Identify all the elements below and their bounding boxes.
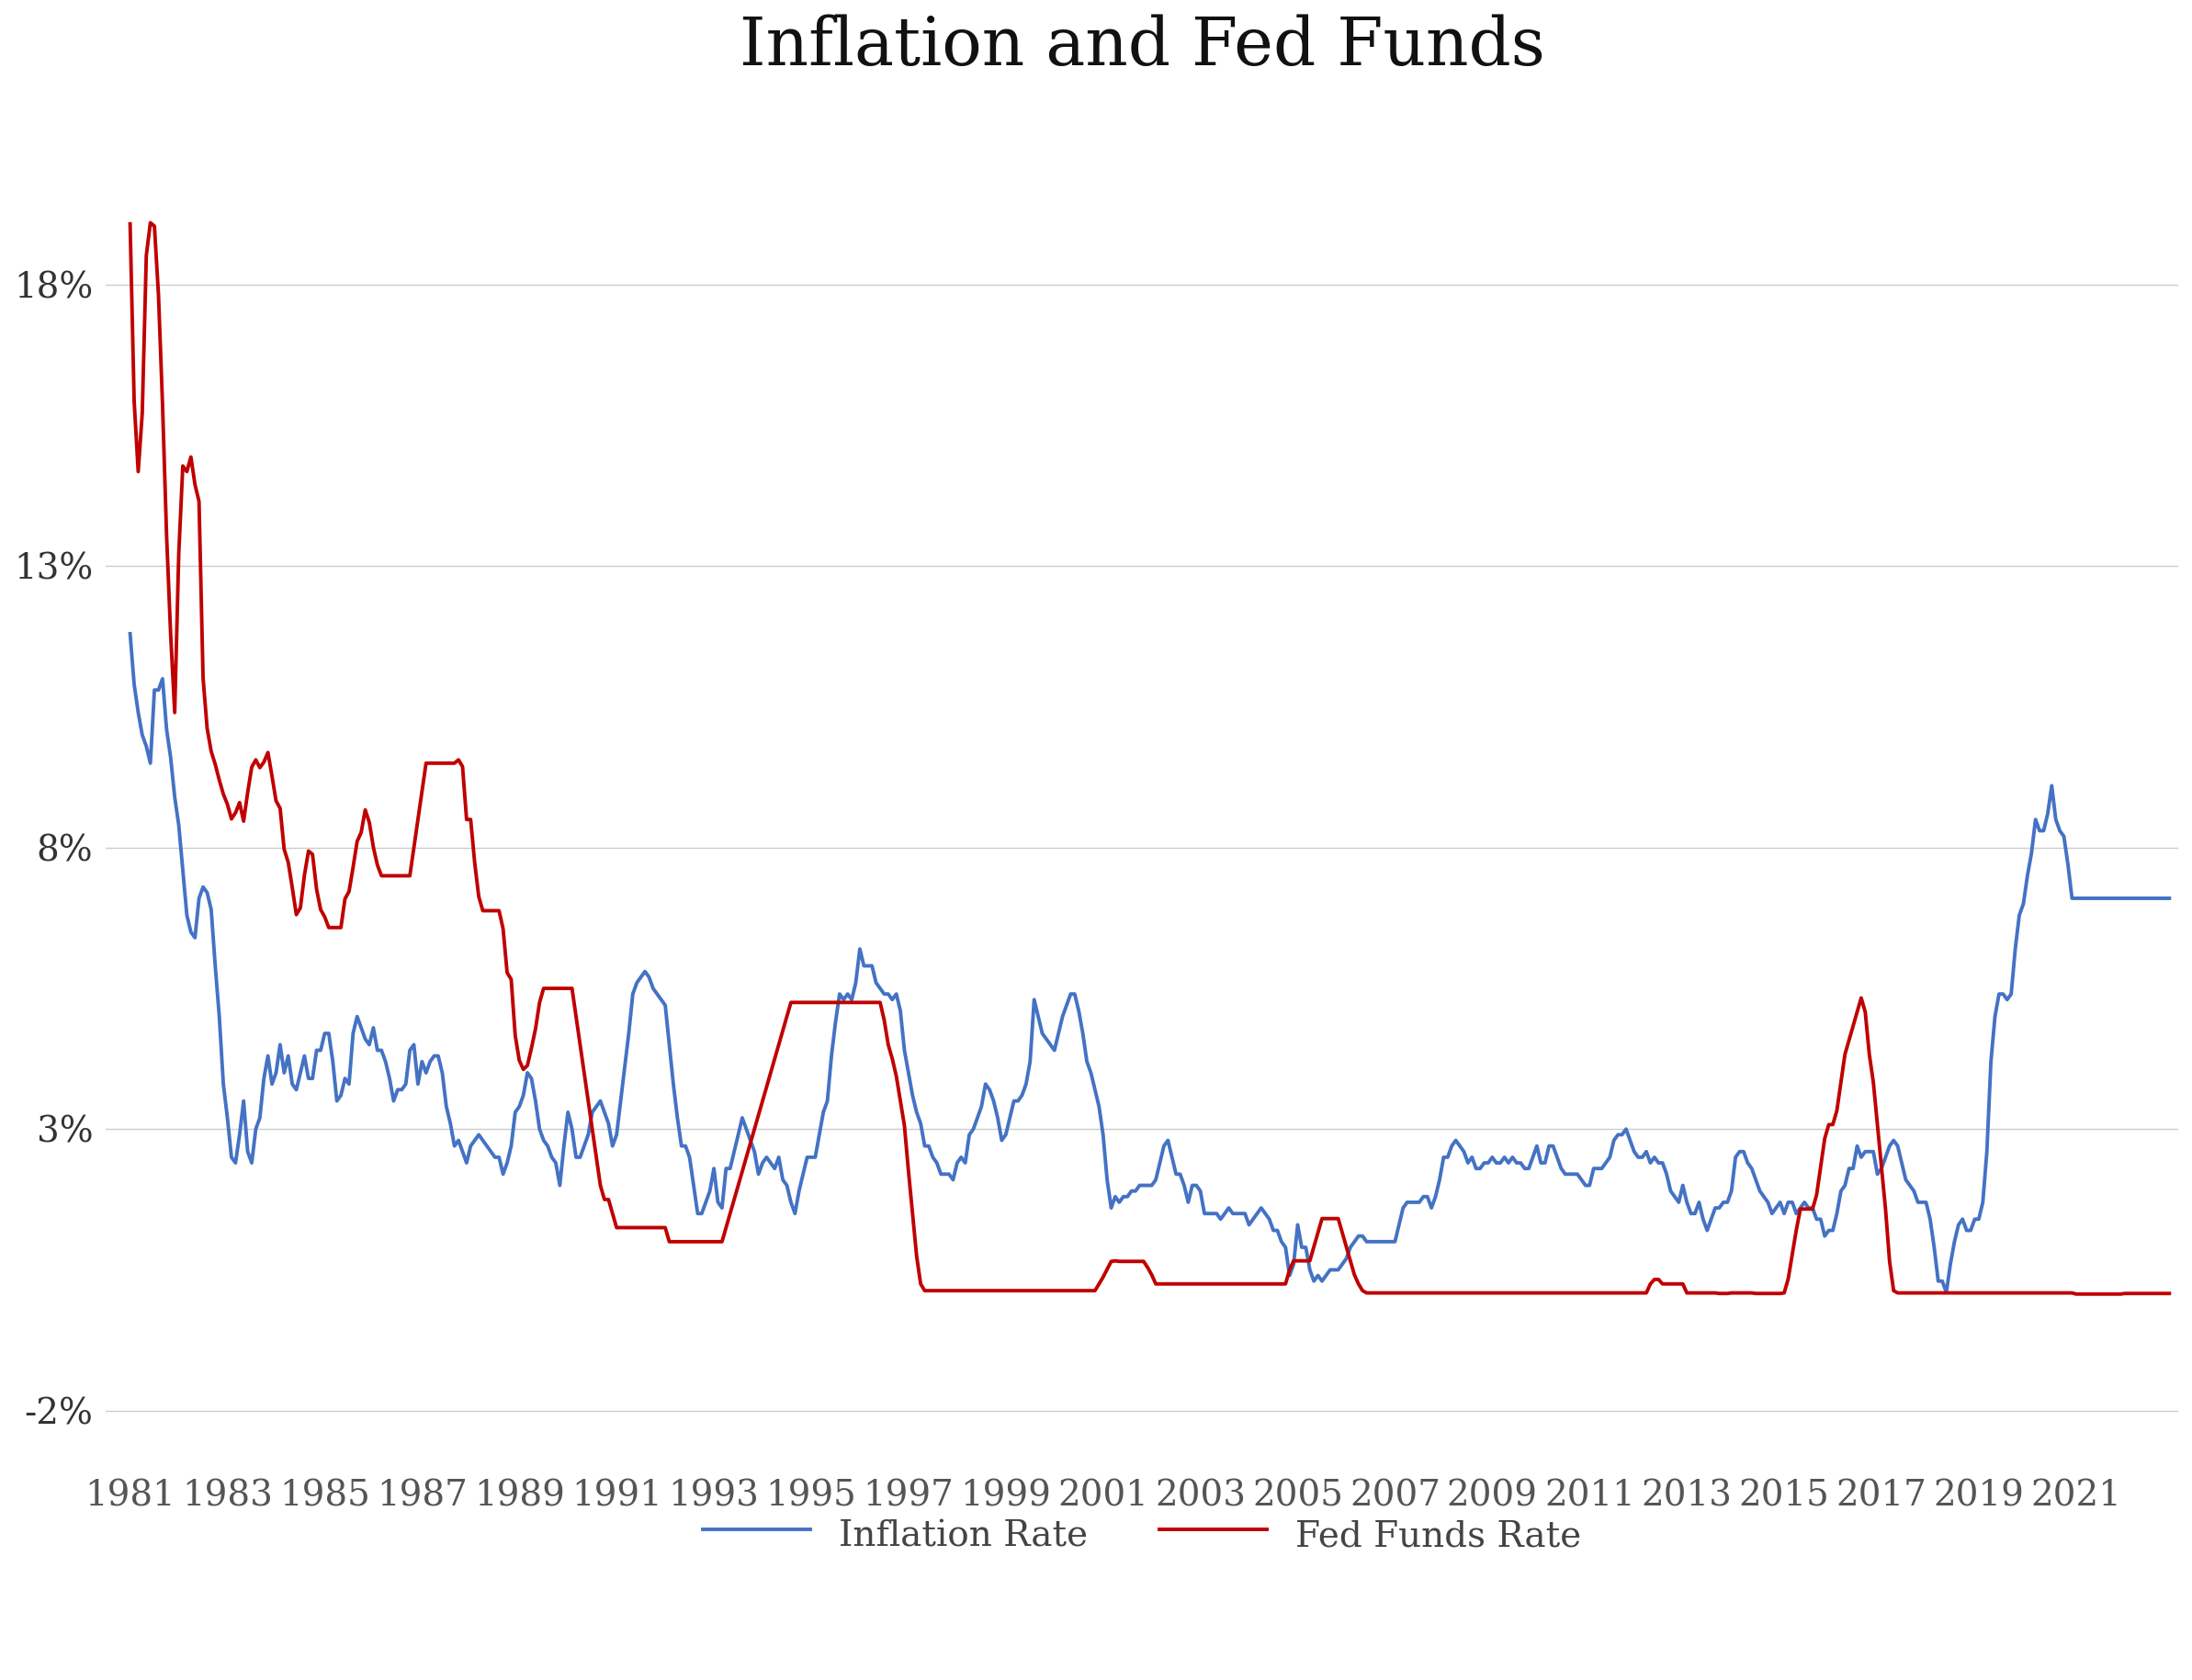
Fed Funds Rate (1833, 1045, 1859, 1065)
Inflation Rate (1933, 1282, 1960, 1302)
Line: Fed Funds Rate: Fed Funds Rate (129, 223, 2170, 1294)
Title: Inflation and Fed Funds: Inflation and Fed Funds (739, 13, 1545, 79)
Fed Funds Rate (149, 395, 175, 415)
Fed Funds Rate (1085, 1273, 1111, 1294)
Fed Funds Rate (2157, 1284, 2183, 1304)
Fed Funds Rate (1795, 1200, 1822, 1220)
Inflation Rate (879, 990, 905, 1010)
Inflation Rate (1083, 1080, 1109, 1100)
Inflation Rate (1791, 1193, 1817, 1213)
Inflation Rate (1828, 1181, 1854, 1201)
Legend: Inflation Rate, Fed Funds Rate: Inflation Rate, Fed Funds Rate (688, 1499, 1596, 1571)
Inflation Rate (2157, 889, 2183, 909)
Fed Funds Rate (138, 213, 164, 234)
Inflation Rate (116, 623, 142, 643)
Inflation Rate (1304, 1265, 1331, 1285)
Fed Funds Rate (1309, 1208, 1335, 1228)
Fed Funds Rate (883, 1067, 910, 1087)
Fed Funds Rate (2063, 1284, 2089, 1304)
Line: Inflation Rate: Inflation Rate (129, 633, 2170, 1292)
Fed Funds Rate (116, 213, 142, 234)
Inflation Rate (145, 680, 171, 701)
